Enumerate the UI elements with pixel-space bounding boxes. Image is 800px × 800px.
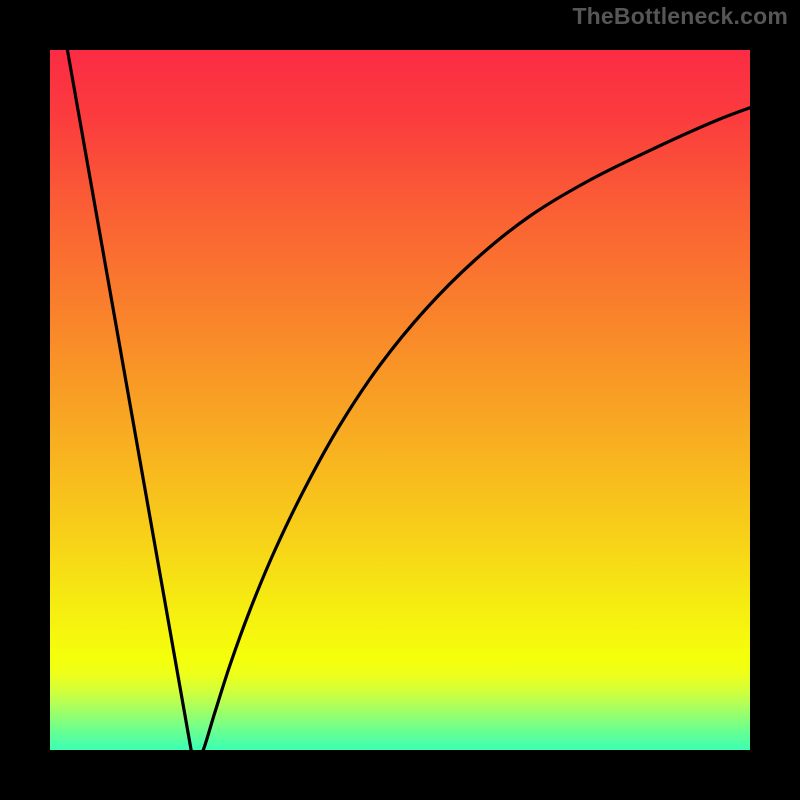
plot-background	[25, 25, 775, 775]
bottleneck-chart	[0, 0, 800, 800]
watermark-text: TheBottleneck.com	[572, 3, 788, 30]
gradient-panel	[25, 25, 775, 775]
chart-container: TheBottleneck.com	[0, 0, 800, 800]
